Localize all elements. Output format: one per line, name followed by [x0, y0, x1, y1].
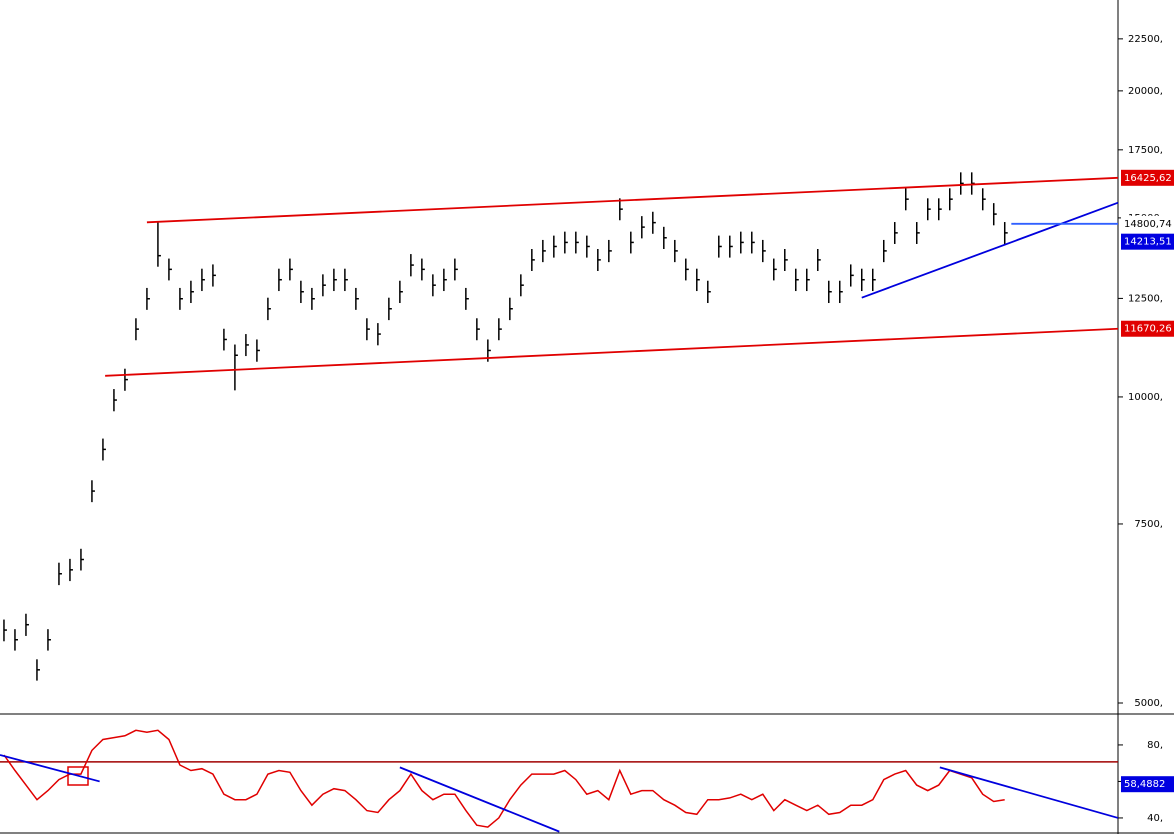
price-label: 14213,51: [1124, 237, 1172, 248]
price-label-box: [1121, 320, 1174, 337]
price-label: 14800,74: [1124, 219, 1172, 230]
trend-line: [399, 766, 560, 833]
y-tick-label: 40,: [1147, 813, 1163, 824]
y-tick-label: 5000,: [1134, 698, 1163, 709]
y-tick-label: 12500,: [1128, 293, 1163, 304]
price-label: 11670,26: [1124, 324, 1172, 335]
y-tick-label: 20000,: [1128, 86, 1163, 97]
price-label-box: [1121, 169, 1174, 186]
price-label-box: [1121, 776, 1174, 793]
price-label: 16425,62: [1124, 173, 1172, 184]
trend-line: [861, 201, 1119, 299]
price-label-box: [1121, 233, 1174, 250]
y-tick-label: 80,: [1147, 740, 1163, 751]
y-tick-label: 22500,: [1128, 34, 1163, 45]
y-tick-label: 7500,: [1134, 519, 1163, 530]
trend-line: [0, 754, 100, 783]
y-tick-label: 10000,: [1128, 392, 1163, 403]
y-tick-label: 17500,: [1128, 145, 1163, 156]
trend-line: [105, 327, 1119, 377]
trend-line: [146, 176, 1119, 224]
price-label-box: [1121, 215, 1174, 232]
price-label: 58,4882: [1124, 779, 1165, 790]
trend-line: [939, 766, 1119, 819]
highlight-box: [67, 766, 89, 786]
